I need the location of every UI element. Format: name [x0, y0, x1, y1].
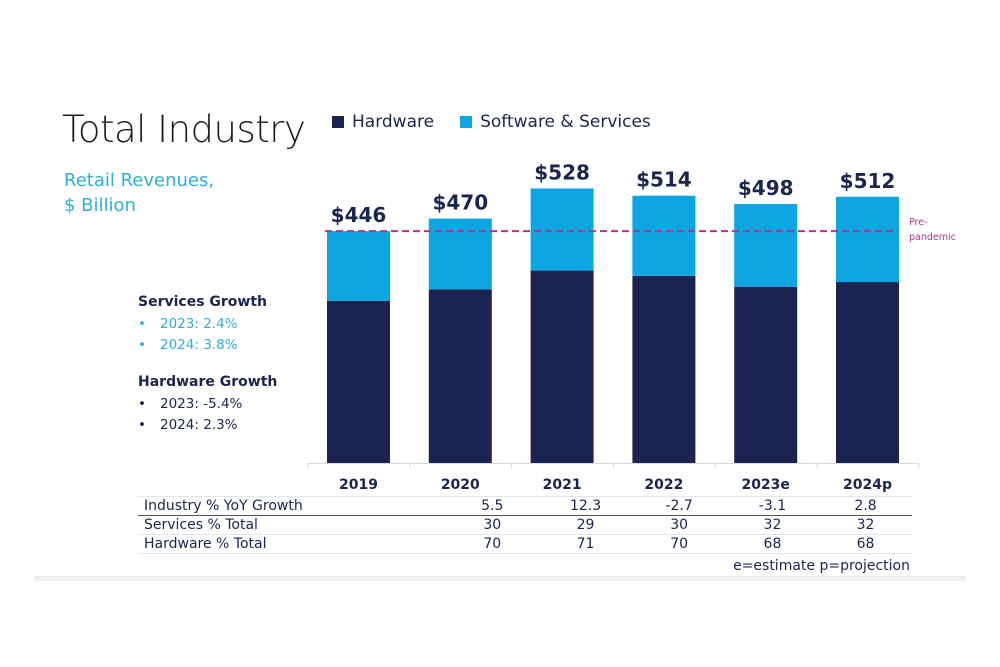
table-cell: 68	[856, 536, 875, 552]
hardware-growth-2024: 2024: 2.3%	[160, 417, 238, 433]
hardware-growth-list: • 2023: -5.4% • 2024: 2.3%	[138, 394, 318, 436]
table-cell: -3.1	[758, 498, 787, 514]
services-growth-2024: 2024: 3.8%	[160, 337, 238, 353]
bar-hardware	[836, 282, 899, 463]
bar-hardware	[530, 270, 594, 463]
services-growth-item: • 2023: 2.4%	[138, 314, 318, 335]
table-row: Hardware % Total 70 71 70 68 68	[138, 535, 912, 554]
bar-total-label: $514	[636, 168, 692, 192]
table-cell: 12.3	[569, 498, 602, 514]
table-row: Services % Total 30 29 30 32 32	[138, 516, 912, 535]
row-label: Hardware % Total	[144, 536, 267, 552]
hardware-growth-item: • 2024: 2.3%	[138, 415, 318, 436]
services-growth-heading: Services Growth	[138, 294, 268, 310]
table-cell: 70	[483, 536, 502, 552]
bar-software-services	[530, 188, 594, 271]
bar-software-services	[632, 195, 696, 276]
table-cell	[355, 516, 446, 535]
bar-software-services	[327, 231, 390, 301]
x-tick-label: 2020	[441, 477, 480, 493]
services-growth-list: • 2023: 2.4% • 2024: 3.8%	[138, 314, 318, 356]
row-label: Industry % YoY Growth	[144, 498, 303, 514]
table-cell: 32	[856, 517, 875, 533]
services-growth-2023: 2023: 2.4%	[160, 316, 238, 332]
legend-swatch-hardware	[332, 116, 344, 128]
legend-item-software-services: Software & Services	[460, 112, 651, 132]
table-cell	[355, 535, 446, 554]
table-row: Industry % YoY Growth 5.5 12.3 -2.7 -3.1 2.8	[138, 496, 912, 516]
row-label: Services % Total	[144, 517, 258, 533]
table-cell: 32	[763, 517, 782, 533]
table-cell: 30	[670, 517, 689, 533]
legend-label-hardware: Hardware	[352, 112, 435, 132]
table-cell: 5.5	[481, 498, 504, 514]
bar-hardware	[734, 286, 798, 463]
hardware-growth-heading: Hardware Growth	[138, 374, 278, 390]
chart-subtitle: Retail Revenues, $ Billion	[64, 168, 264, 218]
services-growth-item: • 2024: 3.8%	[138, 335, 318, 356]
x-tick-label: 2021	[543, 477, 582, 493]
bullet: •	[138, 337, 146, 353]
footnote: e=estimate p=projection	[733, 558, 910, 574]
bullet: •	[138, 417, 146, 433]
bar-total-label: $528	[534, 160, 590, 184]
bar-software-services	[734, 204, 798, 287]
bar-hardware	[327, 300, 390, 463]
subtitle-line-2: $ Billion	[64, 195, 136, 216]
legend-swatch-software-services	[460, 116, 473, 128]
table-cell: -2.7	[665, 498, 693, 514]
hardware-growth-2023: 2023: -5.4%	[160, 396, 243, 412]
chart-legend: Hardware Software & Services	[332, 112, 651, 132]
table-cell: 68	[763, 536, 782, 552]
page-title: Total Industry	[62, 108, 306, 151]
x-tick-label: 2022	[644, 477, 683, 493]
bottom-divider	[34, 576, 966, 581]
table-cell: 30	[483, 517, 502, 533]
table-cell: 70	[670, 536, 689, 552]
subtitle-line-1: Retail Revenues,	[64, 170, 215, 191]
x-tick-label: 2023e	[741, 477, 789, 493]
reference-label-line-1: Pre-	[909, 217, 928, 228]
data-table: Industry % YoY Growth 5.5 12.3 -2.7 -3.1 2.8 S…	[138, 496, 912, 554]
x-tick-label: 2019	[339, 477, 378, 493]
bullet: •	[138, 396, 146, 412]
table-cell: 29	[576, 517, 595, 533]
bullet: •	[138, 316, 146, 332]
table-cell: 71	[576, 536, 595, 552]
reference-label-line-2: pandemic	[909, 232, 956, 243]
bar-software-services	[428, 218, 492, 290]
legend-label-software-services: Software & Services	[480, 112, 651, 132]
table-cell: 2.8	[854, 498, 877, 514]
legend-item-hardware: Hardware	[332, 112, 434, 132]
bar-software-services	[836, 196, 899, 283]
bar-total-label: $512	[840, 169, 896, 193]
bar-hardware	[632, 275, 696, 463]
table-cell	[355, 497, 446, 516]
hardware-growth-item: • 2023: -5.4%	[138, 394, 318, 415]
bar-hardware	[428, 289, 492, 463]
bar-total-label: $498	[738, 176, 794, 200]
bar-total-label: $446	[331, 203, 387, 227]
x-tick-label: 2024p	[843, 477, 892, 493]
growth-notes: Services Growth • 2023: 2.4% • 2024: 3.8% …	[138, 294, 318, 454]
bar-total-label: $470	[432, 191, 488, 215]
